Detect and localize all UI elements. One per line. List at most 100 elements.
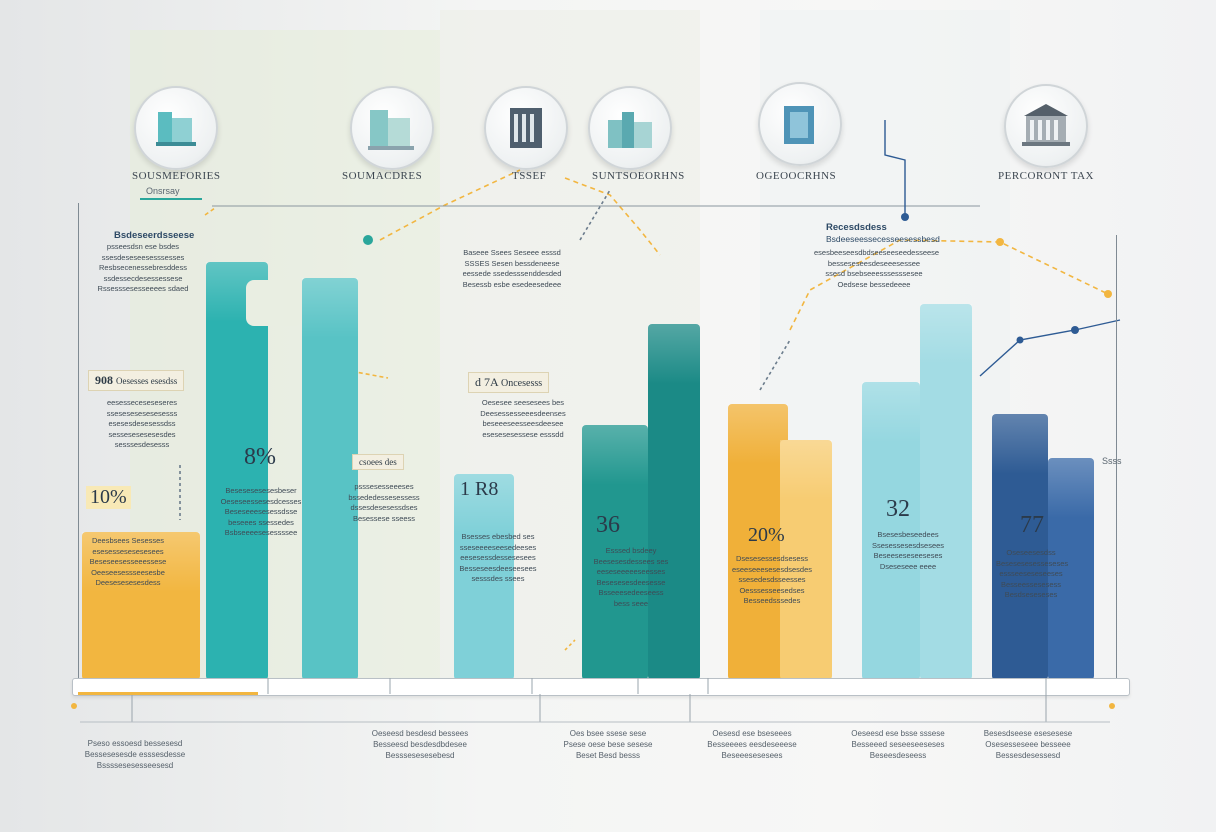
blurb-2-line: Deesessesseeesdeenses bbox=[480, 408, 566, 418]
blurb-1-line: ssesesesesesesesss bbox=[106, 408, 178, 418]
blurb-8-line: Dsesesessesdsesess bbox=[735, 554, 809, 563]
blurb-7-line: eeseseeeeeseesses bbox=[596, 567, 666, 576]
office-building-icon bbox=[134, 86, 218, 170]
callout-1-text: psseesdsn ese bsdes ssesdeseseesesssesse… bbox=[88, 242, 198, 295]
courthouse-icon bbox=[1004, 84, 1088, 168]
callout-1-line: Resbsecenessebresddess bbox=[99, 263, 187, 272]
bar-6 bbox=[582, 425, 648, 680]
bar-1-highlight bbox=[82, 532, 200, 592]
footnote-1-line: Pseso essoesd bessesesd bbox=[87, 739, 183, 748]
bar-notch-cutout bbox=[246, 280, 302, 326]
blurb-3-line: dssesdesesessdses bbox=[350, 503, 418, 512]
callout-3-title: Recesdsdess bbox=[826, 222, 887, 233]
bar-9-highlight bbox=[780, 440, 832, 500]
blurb-7-line: Bsseeesedeeseess bbox=[598, 588, 664, 597]
bar-13-highlight bbox=[1048, 458, 1094, 518]
city-buildings-icon bbox=[350, 86, 434, 170]
category-label-6: PERCORONT TAX bbox=[998, 170, 1094, 182]
blurb-1-line: esesesdesesessdss bbox=[108, 419, 176, 428]
callout-3-line: ssesd bsebseeesssesssesee bbox=[825, 269, 923, 278]
columned-building-icon bbox=[484, 86, 568, 170]
bar-4-highlight bbox=[454, 474, 514, 534]
blurb-5-line: Oeeseesessseesesbe bbox=[91, 567, 165, 577]
blurb-7-line: bess seee bbox=[613, 598, 649, 608]
blurb-10-line: Oseseesesdss bbox=[1006, 548, 1056, 557]
blurb-10: Oseseesesdss Besesesesesseseses essseese… bbox=[996, 548, 1068, 601]
footnote-2-line: Besseesd besdesdbdesee bbox=[373, 740, 467, 749]
right-axis-tag: Ssss bbox=[1102, 456, 1122, 466]
blurb-3-line: bssededessesessess bbox=[348, 492, 420, 502]
tag-small: csoees des bbox=[352, 454, 404, 470]
bar-12-highlight bbox=[992, 414, 1048, 474]
bar-2 bbox=[206, 262, 268, 680]
footnote-6-line: Osesesseseee besseee bbox=[985, 740, 1071, 749]
category-label-2: SOUMACDRES bbox=[342, 170, 423, 182]
callout-2-line: Baseee Ssees Seseee esssd bbox=[463, 248, 561, 257]
footnote-6: Besesdseese esesesese Osesesseseee besse… bbox=[968, 728, 1088, 761]
blurb-7-line: Besesesesdeesesse bbox=[596, 577, 666, 587]
value-label-8pct: 8% bbox=[244, 444, 276, 470]
tag-d7a-number: d 7A bbox=[475, 375, 499, 389]
footnote-6-line: Besesdseese esesesese bbox=[983, 729, 1073, 738]
category-label-1: SOUSMEFORIES bbox=[132, 170, 221, 182]
blurb-5: Deesbsees Sesesses esesessesesesesees Be… bbox=[78, 536, 178, 589]
blurb-5-line: Deesesesesesdess bbox=[95, 578, 161, 587]
value-label-36: 36 bbox=[596, 512, 620, 538]
tag-d7a-text: Oncesesss bbox=[501, 378, 543, 389]
footnote-5-line: Besseeed seseeseeseses bbox=[851, 740, 945, 749]
blurb-7-line: Beesesesdessees ses bbox=[593, 556, 669, 566]
footnote-2-line: Besssesesesebesd bbox=[385, 751, 455, 760]
footnote-4-line: Besseeees eesdeseeese bbox=[707, 740, 797, 749]
footnote-1-line: Bssssesesesseesesd bbox=[96, 761, 174, 770]
callout-1-title: Bsdeseerdsseese bbox=[114, 230, 195, 241]
blurb-3-line: psssesesseeeses bbox=[354, 482, 414, 491]
blurb-8-line: Besseedsssedes bbox=[743, 596, 801, 605]
blurb-2-line: esesesesessese esssdd bbox=[482, 429, 564, 439]
bar-11 bbox=[920, 304, 972, 680]
callout-2-line: eessede ssedesssenddesded bbox=[462, 269, 562, 278]
category-sub-label-1: Onsrsay bbox=[146, 186, 180, 196]
callout-2-line: SSSES Sesen bessdeneese bbox=[464, 258, 560, 268]
value-label-10pct: 10% bbox=[86, 486, 131, 509]
bar-10 bbox=[862, 382, 920, 680]
blurb-2: Oesesee seesesees bes Deesessesseeesdeen… bbox=[468, 398, 578, 440]
tag-908: 908 Oesesses esesdss bbox=[88, 370, 185, 391]
value-label-77: 77 bbox=[1020, 512, 1044, 538]
glass-tower-icon bbox=[758, 82, 842, 166]
callout-3-subtitle: Bsdeeseessecesseesessbesd bbox=[826, 234, 940, 244]
bar-10-highlight bbox=[862, 382, 920, 442]
footnote-3-line: Psese oese bese sesese bbox=[563, 740, 653, 749]
bar-3 bbox=[302, 278, 358, 680]
tag-d7a: d 7A Oncesesss bbox=[468, 372, 550, 393]
blurb-8-line: eseeseeesesesdsesdes bbox=[731, 564, 813, 574]
footnote-5: Oeseesd ese bsse sssese Besseeed seseese… bbox=[838, 728, 958, 761]
callout-3-line: Oedsese bessedeeee bbox=[837, 279, 911, 289]
blurb-9-line: Beseeseseseeseses bbox=[873, 551, 943, 560]
blurb-7-line: Esssed bsdeey bbox=[605, 546, 657, 555]
footnote-3-line: Beset Besd besss bbox=[575, 751, 641, 760]
bar-12 bbox=[992, 414, 1048, 680]
blurb-3: psssesesseeeses bssededessesessess dsses… bbox=[344, 482, 424, 524]
callout-1-line: ssdessecdesessessese bbox=[103, 273, 183, 283]
blurb-8-line: ssesedesdsseesses bbox=[738, 575, 806, 584]
tag-908-text: Oesesses esesdss bbox=[116, 376, 178, 386]
bar-6-highlight bbox=[582, 425, 648, 485]
blurb-4-line: beseees ssessedes bbox=[228, 517, 294, 527]
category-label-5: OGEOOCRHNS bbox=[756, 170, 837, 182]
callout-3-text: esesbeeseesdbdseeseeseedesseese besseses… bbox=[814, 248, 939, 290]
blurb-3-line: Besessese sseess bbox=[352, 513, 416, 523]
callout-2-text: Baseee Ssees Seseee esssd SSSES Sesen be… bbox=[452, 248, 572, 290]
blurb-10-line: Besseessesesess bbox=[1000, 579, 1062, 589]
blurb-4-line: Oeseseessesesdcesses bbox=[220, 496, 302, 506]
bar-8-highlight bbox=[728, 404, 788, 464]
callout-2-line: Besessb esbe esedeesedeee bbox=[462, 279, 562, 289]
blurb-6-line: Besseseesdeeseesees bbox=[459, 563, 537, 573]
value-label-1r8: 1 R8 bbox=[460, 478, 499, 500]
footnote-4-line: Oesesd ese bseseees bbox=[712, 729, 792, 738]
category-underline-1 bbox=[140, 198, 202, 200]
blurb-8-line: Oesssesseesedses bbox=[739, 585, 805, 595]
blurb-6-line: sseseeeeseesedeeses bbox=[459, 542, 537, 552]
tag-908-number: 908 bbox=[95, 373, 113, 387]
blurb-1-line: sessesesesesesdes bbox=[108, 429, 176, 439]
blurb-10-line: essseeseseseeses bbox=[999, 569, 1063, 578]
